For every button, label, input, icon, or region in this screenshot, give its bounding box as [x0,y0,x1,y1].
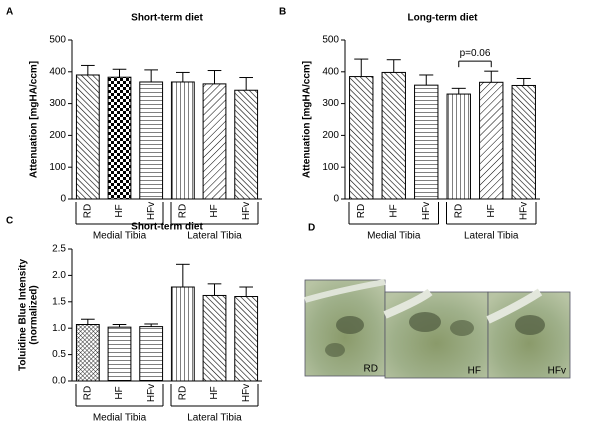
bar [349,76,374,200]
y-tick-label: 500 [322,35,339,46]
bar [139,81,164,200]
group-label: Lateral Tibia [464,231,519,242]
bar [75,324,100,382]
x-tick-label: HF [114,204,125,217]
tissue-blob [450,320,474,336]
x-tick-label: RD [356,204,367,218]
bar [170,286,195,382]
y-tick-label: 2.5 [52,244,66,255]
group-label: Medial Tibia [367,231,421,242]
image-label: RD [364,364,378,375]
x-tick-label: HFv [421,202,432,220]
chart-title: Short-term diet [131,13,203,24]
x-tick-label: HFv [241,202,252,220]
panel-letter: C [6,216,13,227]
bar [170,81,195,200]
bar [511,84,536,200]
y-tick-label: 0.0 [52,376,66,387]
x-tick-label: HFv [146,384,157,402]
bar [139,326,164,382]
y-axis-label: Attenuation [mgHA/ccm] [302,61,313,178]
bar [414,84,439,200]
x-tick-label: HF [209,204,220,217]
x-tick-label: HF [114,386,125,399]
bar [202,83,227,200]
annotation: p=0.06 [460,48,491,59]
y-tick-label: 0 [333,194,339,205]
y-tick-label: 1.5 [52,296,66,307]
bar [107,76,132,200]
y-tick-label: 400 [49,66,66,77]
x-tick-label: HF [388,204,399,217]
image-label: HFv [548,366,566,377]
y-axis-label: (normalized) [29,285,40,344]
y-tick-label: 300 [49,98,66,109]
group-label: Lateral Tibia [187,231,242,242]
group-label: Lateral Tibia [187,413,242,424]
x-tick-label: RD [82,204,93,218]
chart-title: Long-term diet [408,13,479,24]
y-tick-label: 100 [49,162,66,173]
y-axis-label: Attenuation [mgHA/ccm] [29,61,40,178]
cartilage [304,279,386,303]
group-label: Medial Tibia [93,231,147,242]
panel-letter: D [308,223,315,234]
y-tick-label: 100 [322,162,339,173]
y-tick-label: 2.0 [52,270,66,281]
y-axis-label: Toluidine Blue Intensity [18,259,29,371]
y-tick-label: 500 [49,35,66,46]
bar [381,71,406,200]
chart-title: Short-term diet [131,222,203,233]
image-label: HF [468,366,481,377]
tissue-blob [325,343,345,357]
x-tick-label: RD [453,204,464,218]
y-tick-label: 0.5 [52,349,66,360]
bar [234,89,259,200]
cartilage [486,288,543,324]
image-hfv [487,291,571,379]
x-tick-label: HFv [241,384,252,402]
y-tick-label: 200 [322,130,339,141]
y-tick-label: 300 [322,98,339,109]
y-tick-label: 200 [49,130,66,141]
group-label: Medial Tibia [93,413,147,424]
bar [479,81,504,200]
bar [107,326,132,382]
tissue-blob [409,312,441,332]
x-tick-label: HF [209,386,220,399]
y-tick-label: 400 [322,66,339,77]
x-tick-label: HFv [146,202,157,220]
panel-letter: A [6,7,13,18]
bar [202,294,227,382]
tissue-blob [336,316,364,334]
cartilage [383,288,433,319]
panel-letter: B [279,7,286,18]
tissue-blob [515,315,545,335]
x-tick-label: RD [177,386,188,400]
bar [75,74,100,200]
x-tick-label: RD [177,204,188,218]
y-tick-label: 0 [60,194,66,205]
x-tick-label: HFv [518,202,529,220]
x-tick-label: HF [486,204,497,217]
x-tick-label: RD [82,386,93,400]
bar [446,93,471,200]
histology-images [304,279,571,379]
y-tick-label: 1.0 [52,323,66,334]
bar [234,296,259,382]
